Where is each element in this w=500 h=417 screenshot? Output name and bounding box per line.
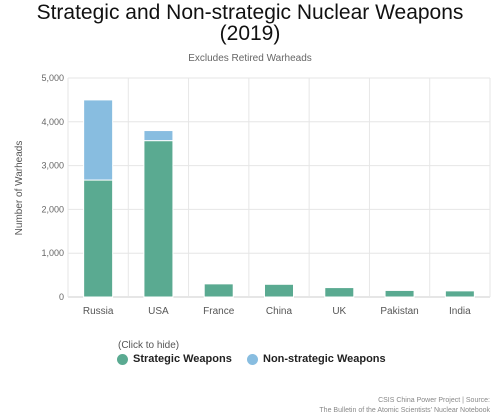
x-tick-label: France [203,306,235,317]
chart-title: Strategic and Non-strategic Nuclear Weap… [0,2,500,44]
bar-russia-strategic[interactable] [83,179,114,298]
bar-usa-non-strategic[interactable] [143,130,174,142]
x-tick-label: Pakistan [380,306,418,317]
legend-hint: (Click to hide) [118,340,180,351]
legend-item-strategic-weapons[interactable]: Strategic Weapons [117,353,232,365]
y-tick-label: 5,000 [41,73,64,83]
chart-title-line-1: Strategic and Non-strategic Nuclear Weap… [36,1,464,24]
bar-china-strategic[interactable] [264,283,294,298]
legend-dot-strategic [117,353,128,365]
credits-line-2: The Bulletin of the Atomic Scientists' N… [319,407,490,414]
y-tick-label: 1,000 [41,248,64,258]
chart-title-line-2: (2019) [219,22,281,45]
y-axis-label: Number of Warheads [14,141,25,236]
bar-france-strategic[interactable] [203,283,234,298]
bars [83,99,475,298]
x-tick-label: Russia [83,306,114,317]
y-tick-label: 3,000 [41,161,64,171]
axes: 0 1,000 2,000 3,000 4,000 5,000 Russia USA Franc… [41,73,471,317]
x-tick-label: India [449,306,471,317]
bar-uk-strategic[interactable] [324,287,355,298]
y-tick-label: 4,000 [41,117,64,127]
credits-line-1: CSIS China Power Project | Source: [378,397,490,404]
y-tick-label: 2,000 [41,204,64,214]
bar-russia-non-strategic[interactable] [83,99,114,181]
legend-label-strategic: Strategic Weapons [133,353,232,365]
x-tick-label: UK [332,306,346,317]
legend-label-non-strategic: Non-strategic Weapons [263,353,386,365]
bar-usa-strategic[interactable] [143,140,174,298]
x-tick-label: USA [148,306,169,317]
legend-item-non-strategic-weapons[interactable]: Non-strategic Weapons [247,353,386,365]
chart-credits: CSIS China Power Project | Source: The B… [190,396,490,416]
chart-subtitle: Excludes Retired Warheads [188,53,312,64]
y-tick-label: 0 [59,292,64,302]
grid-lines [67,77,491,298]
legend-dot-non-strategic [247,353,258,365]
bar-india-strategic[interactable] [444,290,475,298]
bar-pakistan-strategic[interactable] [384,289,415,298]
bar-chart: 0 1,000 2,000 3,000 4,000 5,000 Russia USA Franc… [14,73,491,317]
x-tick-label: China [266,306,293,317]
